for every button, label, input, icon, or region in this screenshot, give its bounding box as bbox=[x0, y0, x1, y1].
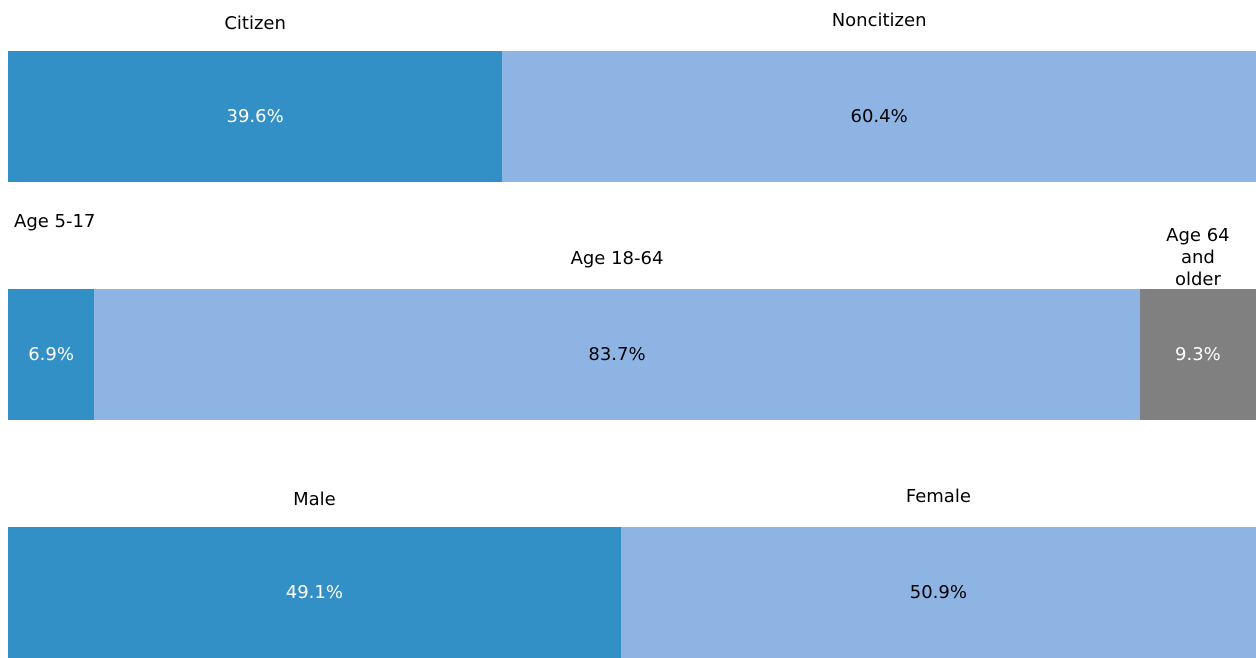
segment-label: Male bbox=[293, 489, 336, 510]
value-label: 39.6% bbox=[226, 106, 284, 127]
value-label: 9.3% bbox=[1175, 344, 1221, 365]
segment-label: Citizen bbox=[224, 13, 286, 34]
value-label: 60.4% bbox=[850, 106, 908, 127]
segment-label: Age 5-17 bbox=[14, 211, 96, 232]
value-label: 50.9% bbox=[909, 582, 967, 603]
bar-segment bbox=[8, 289, 95, 420]
value-label: 6.9% bbox=[28, 344, 74, 365]
bar-segment bbox=[8, 51, 503, 182]
value-label: 49.1% bbox=[285, 582, 343, 603]
bar-segment bbox=[1139, 289, 1256, 420]
segment-label: Age 64 and older bbox=[1166, 225, 1230, 290]
bar-segment bbox=[94, 289, 1140, 420]
bar-segment bbox=[620, 527, 1256, 658]
segment-label: Female bbox=[905, 486, 971, 507]
value-label: 83.7% bbox=[588, 344, 646, 365]
segment-label: Noncitizen bbox=[831, 10, 927, 31]
segment-label: Age 18-64 bbox=[570, 248, 664, 269]
bar-segment bbox=[8, 527, 621, 658]
bar-segment bbox=[502, 51, 1256, 182]
